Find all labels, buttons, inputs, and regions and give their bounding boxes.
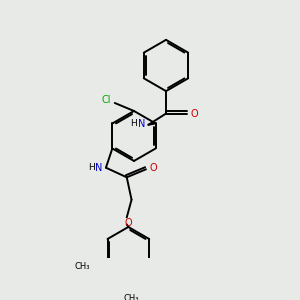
Text: O: O bbox=[124, 218, 132, 228]
Text: O: O bbox=[149, 163, 157, 173]
Text: O: O bbox=[190, 109, 198, 118]
Text: N: N bbox=[95, 163, 103, 173]
Text: CH₃: CH₃ bbox=[75, 262, 90, 271]
Text: CH₃: CH₃ bbox=[124, 294, 139, 300]
Text: N: N bbox=[138, 119, 145, 129]
Text: H: H bbox=[130, 119, 137, 128]
Text: H: H bbox=[88, 163, 95, 172]
Text: Cl: Cl bbox=[101, 95, 110, 105]
